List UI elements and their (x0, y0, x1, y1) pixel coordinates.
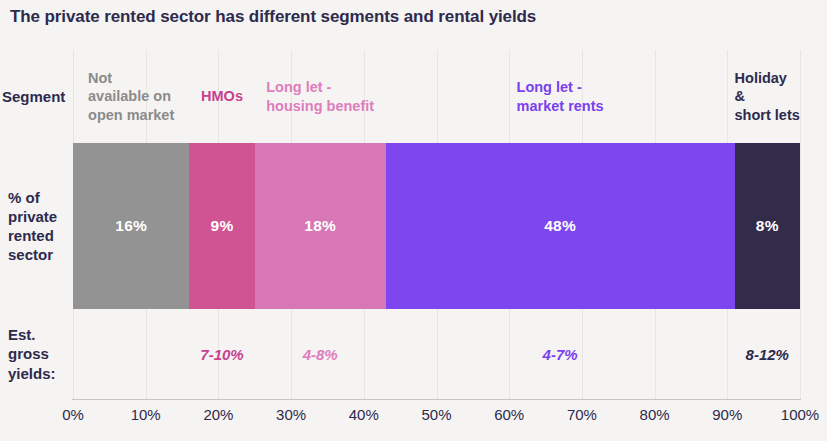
bar-value-label: 9% (211, 217, 234, 235)
segment-label-cell-housing-benefit: Long let - housing benefit (255, 50, 386, 143)
segment-label-cell-holiday-lets: Holiday & short lets (735, 50, 800, 143)
yield-cell-market-rents: 4-7% (386, 309, 735, 399)
x-tick-label: 90% (712, 406, 742, 423)
x-tick-label: 60% (494, 406, 524, 423)
yields-row-label: Est. gross yields: (8, 309, 72, 399)
stacked-bar: 16% 9% 18% 48% 8% (73, 143, 800, 309)
x-tick-label: 0% (62, 406, 84, 423)
segment-name-label: Long let - housing benefit (266, 78, 374, 115)
x-tick-label: 80% (640, 406, 670, 423)
bar-segment-hmos: 9% (189, 143, 254, 309)
segment-row-label: Segment (2, 50, 72, 143)
x-axis-ticks: 0% 10% 20% 30% 40% 50% 60% 70% 80% 90% 1… (73, 406, 800, 428)
yield-cell-holiday-lets: 8-12% (735, 309, 800, 399)
x-axis-line (72, 399, 801, 400)
yield-value-label: 8-12% (746, 346, 789, 363)
bar-segment-market-rents: 48% (386, 143, 735, 309)
bar-value-label: 18% (304, 217, 336, 235)
x-tick-label: 10% (131, 406, 161, 423)
gridline (800, 50, 801, 399)
x-tick-label: 70% (567, 406, 597, 423)
x-tick-label: 20% (203, 406, 233, 423)
yield-value-label: 4-8% (303, 346, 338, 363)
segment-labels-row: Not available on open market HMOs Long l… (73, 50, 800, 143)
bar-segment-not-available: 16% (73, 143, 189, 309)
x-tick-label: 40% (349, 406, 379, 423)
segment-label-cell-not-available: Not available on open market (73, 50, 189, 143)
bar-segment-housing-benefit: 18% (255, 143, 386, 309)
bar-value-label: 8% (756, 217, 779, 235)
share-row-label: % of private rented sector (8, 143, 72, 309)
segment-name-label: Long let - market rents (517, 78, 604, 115)
chart-title: The private rented sector has different … (10, 7, 536, 27)
yields-row: 7-10% 4-8% 4-7% 8-12% (73, 309, 800, 399)
x-tick-label: 100% (781, 406, 819, 423)
x-tick-label: 50% (421, 406, 451, 423)
segment-label-cell-market-rents: Long let - market rents (386, 50, 735, 143)
segment-name-label: Not available on open market (88, 69, 174, 124)
yield-value-label: 4-7% (543, 346, 578, 363)
bar-segment-holiday-lets: 8% (735, 143, 800, 309)
segment-name-label: Holiday & short lets (735, 69, 800, 124)
segment-name-label: HMOs (201, 87, 243, 105)
bar-value-label: 16% (115, 217, 147, 235)
yield-cell-hmos: 7-10% (189, 309, 254, 399)
x-tick-label: 30% (276, 406, 306, 423)
yield-cell-housing-benefit: 4-8% (255, 309, 386, 399)
segment-label-cell-hmos: HMOs (189, 50, 254, 143)
yield-value-label: 7-10% (200, 346, 243, 363)
yield-cell-not-available (73, 309, 189, 399)
rental-segments-chart: The private rented sector has different … (0, 0, 827, 441)
bar-value-label: 48% (544, 217, 576, 235)
